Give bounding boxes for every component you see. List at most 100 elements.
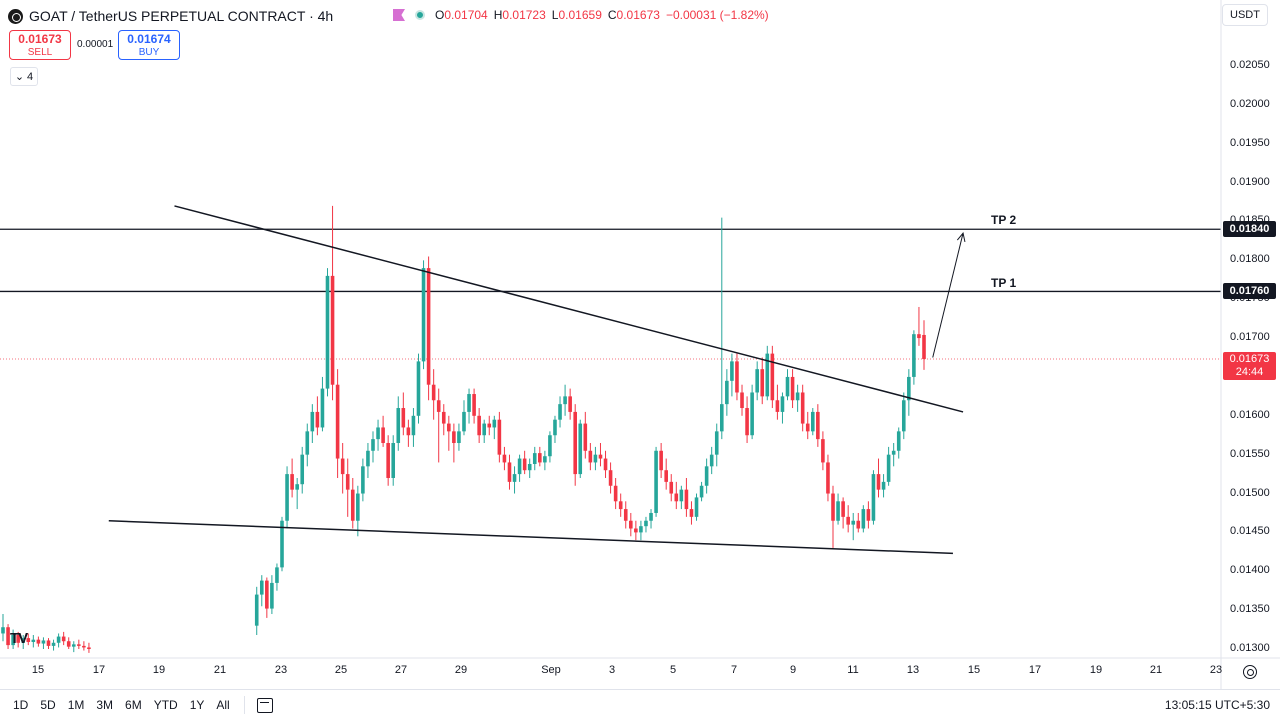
time-tick-label: 3 — [608, 664, 616, 676]
candle — [679, 485, 684, 510]
candle — [330, 205, 335, 401]
time-tick-label: 15 — [31, 664, 45, 676]
candle-body — [66, 641, 71, 647]
candle — [441, 404, 446, 436]
candle — [917, 306, 921, 346]
candle — [517, 454, 522, 482]
candle — [290, 458, 294, 498]
range-1m[interactable]: 1M — [67, 698, 85, 712]
candle-body — [876, 474, 881, 490]
flag-icon[interactable] — [393, 9, 405, 21]
candle — [907, 369, 911, 416]
price-change: −0.00031 (−1.82%) — [665, 8, 769, 22]
candle-body — [674, 493, 679, 502]
candle — [659, 443, 663, 478]
candle-body — [861, 509, 866, 529]
candle-body — [280, 520, 284, 568]
currency-label: USDT — [1230, 9, 1260, 21]
range-all[interactable]: All — [216, 698, 230, 712]
candle-body — [462, 411, 466, 432]
projection-arrow — [932, 233, 964, 358]
candle — [745, 396, 749, 444]
clock[interactable]: 13:05:15 UTC+5:30 — [1164, 698, 1270, 712]
candle-body — [522, 458, 527, 471]
candle-body — [866, 509, 871, 521]
candle-body — [497, 419, 502, 455]
time-tick-label: 19 — [152, 664, 166, 676]
candle-body — [836, 501, 840, 521]
range-5d[interactable]: 5D — [40, 698, 56, 712]
range-6m[interactable]: 6M — [125, 698, 142, 712]
horizontal-levels — [0, 228, 1221, 360]
candle — [785, 369, 790, 401]
candle-body — [265, 580, 269, 609]
symbol-title[interactable]: GOAT / TetherUS PERPETUAL CONTRACT · 4h — [29, 8, 334, 24]
candle-body — [740, 392, 744, 409]
candle-body — [77, 644, 81, 646]
candle — [861, 505, 866, 533]
candle — [36, 636, 41, 647]
candle-body — [452, 431, 456, 444]
candle-body — [477, 415, 481, 436]
candle-body — [912, 334, 916, 377]
candle-body — [896, 431, 901, 451]
calendar-icon[interactable] — [256, 697, 273, 713]
range-1y[interactable]: 1Y — [189, 698, 205, 712]
upper-trendline — [174, 205, 964, 413]
candle-body — [725, 380, 729, 405]
sell-button[interactable]: 0.01673 SELL — [9, 30, 71, 60]
candle — [760, 357, 765, 405]
candle — [684, 477, 689, 517]
candle — [816, 404, 820, 447]
close-key: C — [607, 8, 617, 22]
candle — [477, 408, 481, 444]
candle — [507, 454, 512, 490]
candle — [82, 641, 86, 651]
candle — [497, 411, 502, 463]
currency-selector[interactable]: USDT — [1222, 4, 1268, 26]
candle-body — [846, 516, 850, 525]
candle — [608, 462, 613, 494]
candle-body — [775, 400, 780, 412]
low-value: 0.01659 — [558, 8, 602, 22]
candlestick-series — [1, 205, 926, 653]
candle-body — [305, 431, 310, 455]
candle — [46, 638, 51, 649]
candle-body — [532, 453, 537, 464]
candle — [295, 477, 299, 510]
time-tick-label: Sep — [541, 664, 561, 676]
range-3m[interactable]: 3M — [96, 698, 114, 712]
indicators-toggle[interactable]: ⌄ 4 — [10, 67, 38, 86]
buy-button[interactable]: 0.01674 BUY — [118, 30, 180, 60]
candle-body — [366, 450, 370, 467]
candle — [836, 493, 840, 525]
bar-countdown: 24:44 — [1235, 366, 1264, 378]
range-1d[interactable]: 1D — [13, 698, 29, 712]
candle — [522, 450, 527, 475]
candle — [386, 435, 390, 486]
settings-icon[interactable] — [1243, 665, 1257, 679]
candle-body — [46, 640, 51, 646]
time-tick-label: 23 — [274, 664, 288, 676]
candle-body — [300, 454, 305, 485]
candle — [401, 392, 406, 436]
candle-body — [295, 484, 299, 490]
candle-body — [659, 450, 663, 471]
candle — [740, 384, 744, 416]
candle-body — [730, 361, 734, 381]
open-value: 0.01704 — [444, 8, 488, 22]
candle — [800, 384, 805, 432]
candle — [285, 466, 289, 529]
candle-body — [760, 369, 765, 397]
range-ytd[interactable]: YTD — [153, 698, 178, 712]
tradingview-logo-icon[interactable]: TV — [10, 630, 28, 647]
candle — [431, 369, 436, 420]
candle-body — [800, 392, 805, 424]
candle-body — [487, 423, 492, 428]
candle — [1, 614, 5, 642]
candle — [325, 268, 330, 397]
candle-body — [831, 493, 835, 521]
trendlines — [108, 205, 966, 555]
time-tick-label: 23 — [1209, 664, 1223, 676]
